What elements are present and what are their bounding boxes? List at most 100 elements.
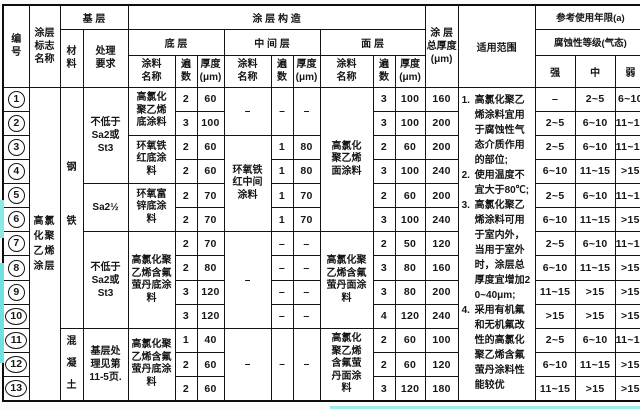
bottom-passes: 1 [174, 327, 198, 354]
row-number-badge: 13 [5, 380, 28, 398]
scan-artifact-left-upper [0, 200, 4, 238]
scope-item: 4. 采用有机氟和无机氟改性的高氯化聚乙烯含氟萤丹涂料性能较优 [462, 303, 533, 393]
scan-artifact-left-lower [0, 263, 4, 363]
col-header-number: 编 号 [2, 4, 30, 88]
total-thickness: 120 [424, 352, 459, 378]
total-thickness: 160 [424, 86, 459, 112]
life-medium: 6~10 [574, 327, 616, 354]
life-weak: >15 [614, 303, 640, 329]
row-number-cell: 10 [2, 303, 30, 329]
total-thickness: 120 [424, 231, 459, 257]
col-header-medium: 中 [574, 54, 616, 88]
top-paint-name: 高氯化 聚乙烯 面涂料 [319, 86, 374, 233]
row-number-cell: 12 [2, 352, 30, 378]
row-number-badge: 2 [7, 114, 25, 132]
middle-passes: – [270, 279, 294, 305]
bottom-passes: 2 [174, 352, 198, 378]
middle-passes: 1 [270, 134, 294, 160]
scope-item: 2. 使用温度不宜大于80℃; [462, 168, 533, 198]
row-number-cell: 9 [2, 279, 30, 305]
total-thickness: 100 [424, 327, 459, 354]
row-number-badge: 9 [7, 283, 25, 301]
middle-thickness: 80 [292, 134, 321, 160]
life-weak: 11~15 [614, 134, 640, 160]
table-row: 3 环氧铁 红底涂 料 2 60 环氧铁 红中间 涂料 1 80 2 60 20… [2, 134, 640, 233]
life-weak: >15 [614, 279, 640, 305]
middle-passes: – [270, 231, 294, 257]
bottom-passes: 3 [174, 279, 198, 305]
life-weak: >15 [614, 158, 640, 185]
bottom-paint-name: 高氯化 聚乙烯 底涂料 [127, 86, 176, 136]
life-medium: 6~10 [574, 183, 616, 209]
top-thickness: 100 [394, 86, 426, 112]
row-number-badge: 12 [5, 356, 28, 374]
life-weak: 11~15 [614, 231, 640, 257]
middle-thickness: 70 [292, 207, 321, 233]
total-thickness: 200 [424, 110, 459, 136]
top-thickness: 60 [394, 134, 426, 160]
col-header-base-layer: 基 层 [59, 4, 129, 30]
row-number-cell: 6 [2, 207, 30, 233]
col-header-strong: 强 [534, 54, 576, 88]
bottom-passes: 3 [174, 110, 198, 136]
top-passes: 3 [372, 376, 396, 402]
bottom-thickness: 70 [196, 207, 225, 233]
middle-thickness: – [292, 327, 321, 402]
middle-passes: – [270, 255, 294, 281]
bottom-paint-name: 高氯化聚 乙烯含氟 萤丹底涂 料 [127, 327, 176, 402]
top-thickness: 60 [394, 352, 426, 378]
top-paint-name: 高氯化聚 乙烯含氟 萤丹面涂 料 [319, 231, 374, 329]
middle-thickness: 80 [292, 158, 321, 185]
row-number-cell: 2 [2, 110, 30, 136]
col-header-weak: 弱 [614, 54, 640, 88]
row-number-badge: 4 [7, 162, 25, 180]
row-number-cell: 11 [2, 327, 30, 354]
top-thickness: 100 [394, 158, 426, 185]
life-medium: >15 [574, 279, 616, 305]
bottom-passes: 2 [174, 183, 198, 209]
row-number-badge: 11 [5, 331, 28, 349]
scan-artifact-bottom [330, 406, 640, 409]
row-number-badge: 7 [7, 235, 25, 253]
middle-paint-name: – [223, 327, 272, 402]
scope-item-number: 3. [461, 199, 470, 211]
col-header-middle-passes: 遍 数 [270, 54, 294, 88]
top-thickness: 60 [394, 327, 426, 354]
scope-item: 1. 高氯化聚乙烯涂料宜用于腐蚀性气态介质作用的部位; [462, 93, 533, 168]
middle-thickness: – [292, 231, 321, 257]
life-strong: 2~5 [534, 134, 576, 160]
col-header-total-thickness: 涂 层 总厚度 (μm) [424, 4, 459, 88]
life-strong: – [534, 86, 576, 112]
col-header-service-life: 参考使用年限(a) [534, 4, 640, 30]
bottom-thickness: 80 [196, 255, 225, 281]
top-passes: 2 [372, 183, 396, 209]
life-strong: 2~5 [534, 110, 576, 136]
middle-paint-name: – [223, 86, 272, 136]
bottom-thickness: 60 [196, 352, 225, 378]
life-medium: 6~10 [574, 134, 616, 160]
middle-passes: – [270, 86, 294, 136]
life-strong: 6~10 [534, 207, 576, 233]
life-strong: 6~10 [534, 158, 576, 185]
top-passes: 4 [372, 303, 396, 329]
total-thickness: 240 [424, 303, 459, 329]
col-header-top-thickness: 厚度 (μm) [394, 54, 426, 88]
row-number-badge: 6 [7, 211, 25, 229]
row-number-badge: 8 [7, 259, 25, 277]
coating-mark-name: 高氯 化聚 乙烯 涂层 [28, 86, 61, 402]
total-thickness: 200 [424, 134, 459, 160]
bottom-paint-name: 环氧富 锌底涂 料 [127, 183, 176, 233]
life-medium: 11~15 [574, 352, 616, 378]
bottom-paint-name: 高氯化聚 乙烯含氟 萤丹底涂 料 [127, 231, 176, 329]
top-passes: 2 [372, 231, 396, 257]
col-header-top-layer: 面 层 [319, 28, 426, 56]
row-number-cell: 4 [2, 158, 30, 185]
col-header-coating-structure: 涂 层 构 造 [127, 4, 426, 30]
col-header-bottom-paint-name: 涂料 名称 [127, 54, 176, 88]
life-medium: >15 [574, 376, 616, 402]
middle-paint-name: – [223, 231, 272, 329]
top-passes: 3 [372, 255, 396, 281]
treatment-req: 基层处 理见第 11-5页. [82, 327, 129, 402]
life-medium: 11~15 [574, 207, 616, 233]
life-medium: >15 [574, 303, 616, 329]
